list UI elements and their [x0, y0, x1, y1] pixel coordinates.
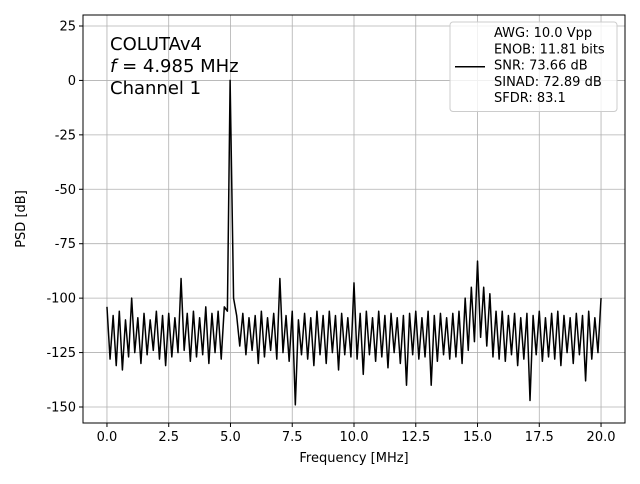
legend-label-line: SNR: 73.66 dB — [494, 59, 588, 74]
x-tick-label: 5.0 — [220, 430, 241, 445]
x-tick-label: 20.0 — [587, 430, 616, 445]
legend-label-line: SINAD: 72.89 dB — [494, 75, 602, 90]
x-tick-label: 12.5 — [401, 430, 430, 445]
legend-label-line: AWG: 10.0 Vpp — [494, 26, 592, 41]
x-tick-label: 2.5 — [158, 430, 179, 445]
legend-box — [449, 21, 618, 112]
y-tick-label: -50 — [55, 183, 76, 198]
y-tick-label: 25 — [59, 19, 76, 34]
legend-label-line: ENOB: 11.81 bits — [494, 42, 605, 57]
x-axis-label: Frequency [MHz] — [299, 451, 408, 466]
y-tick-label: 0 — [68, 74, 76, 89]
y-tick-label: -75 — [55, 237, 76, 252]
y-axis-label: PSD [dB] — [14, 190, 29, 248]
y-tick-label: -25 — [55, 128, 76, 143]
annotation-line: COLUTAv4 — [110, 34, 202, 55]
annotation-line: f = 4.985 MHz — [110, 56, 239, 77]
annotation-line: Channel 1 — [110, 78, 201, 99]
legend-label: AWG: 10.0 Vpp ENOB: 11.81 bits SNR: 73.66 … — [494, 26, 605, 106]
x-tick-label: 17.5 — [525, 430, 554, 445]
x-tick-label: 10.0 — [340, 430, 369, 445]
y-tick-label: -150 — [46, 400, 76, 415]
data-line — [106, 79, 602, 406]
x-tick-label: 0.0 — [97, 430, 118, 445]
y-tick-label: -125 — [46, 346, 76, 361]
legend: AWG: 10.0 Vpp ENOB: 11.81 bits SNR: 73.66 … — [449, 21, 618, 112]
y-tick-label: -100 — [46, 292, 76, 307]
x-tick-label: 7.5 — [282, 430, 303, 445]
annotation-text: = 4.985 MHz — [116, 56, 238, 77]
x-tick-label: 15.0 — [463, 430, 492, 445]
legend-label-line: SFDR: 83.1 — [494, 91, 566, 106]
annotation-italic: f — [110, 56, 119, 77]
